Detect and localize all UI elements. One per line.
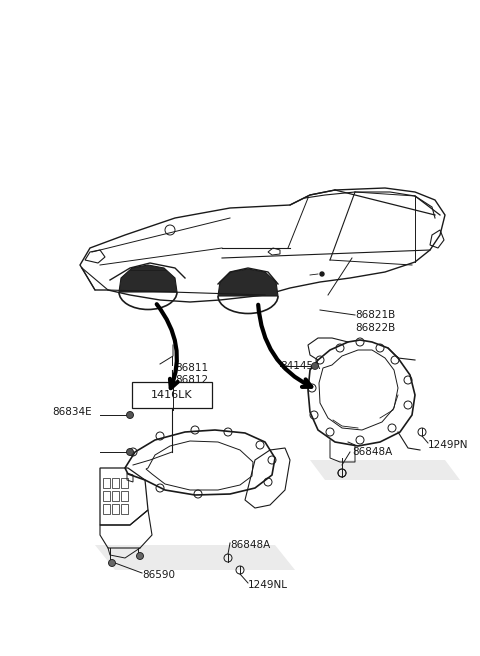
Bar (112, 491, 119, 501)
Bar (112, 478, 119, 488)
Bar (121, 504, 128, 514)
Text: 86821B: 86821B (355, 310, 395, 320)
Text: 84145A: 84145A (280, 361, 320, 371)
Bar (121, 478, 128, 488)
Text: 86848A: 86848A (230, 540, 270, 550)
Text: 86811: 86811 (175, 363, 208, 373)
Polygon shape (310, 460, 460, 480)
Circle shape (136, 552, 144, 560)
Circle shape (312, 363, 319, 369)
Bar (103, 504, 110, 514)
Bar (112, 504, 119, 514)
Text: 1416LK: 1416LK (151, 390, 193, 400)
Text: 1249NL: 1249NL (248, 580, 288, 590)
Text: 1249PN: 1249PN (428, 440, 468, 450)
Polygon shape (95, 545, 295, 570)
Polygon shape (119, 265, 177, 292)
Polygon shape (218, 269, 278, 296)
Text: 86834E: 86834E (52, 407, 92, 417)
Bar (121, 491, 128, 501)
Circle shape (320, 272, 324, 276)
Bar (132, 382, 212, 408)
Bar (103, 478, 110, 488)
Text: 86812: 86812 (175, 375, 208, 385)
Text: 86590: 86590 (142, 570, 175, 580)
Circle shape (127, 449, 133, 455)
Text: 86848A: 86848A (352, 447, 392, 457)
Circle shape (127, 411, 133, 419)
Bar (103, 491, 110, 501)
Circle shape (108, 560, 116, 567)
Text: 86822B: 86822B (355, 323, 395, 333)
